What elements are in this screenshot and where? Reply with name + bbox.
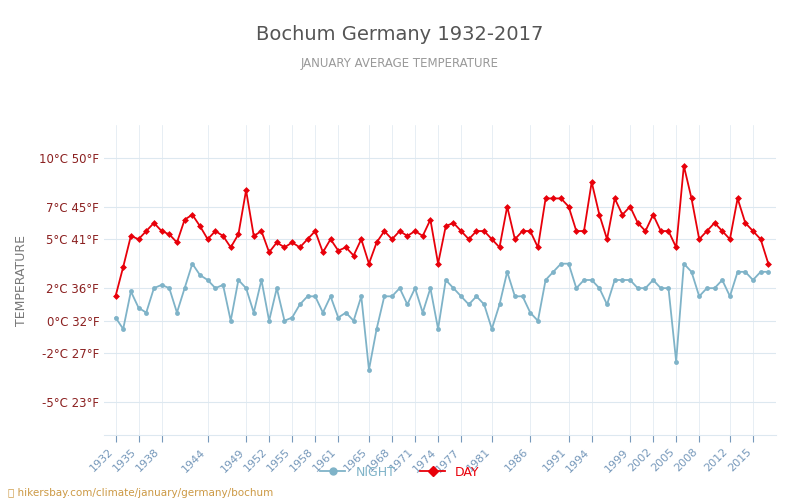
NIGHT bbox=[142, 310, 151, 316]
NIGHT bbox=[126, 288, 136, 294]
DAY bbox=[180, 216, 190, 222]
Text: 📍 hikersbay.com/climate/january/germany/bochum: 📍 hikersbay.com/climate/january/germany/… bbox=[8, 488, 274, 498]
NIGHT bbox=[110, 314, 120, 320]
NIGHT bbox=[364, 366, 374, 372]
NIGHT bbox=[626, 277, 635, 283]
Y-axis label: TEMPERATURE: TEMPERATURE bbox=[15, 234, 28, 326]
Legend: NIGHT, DAY: NIGHT, DAY bbox=[315, 461, 485, 484]
Line: NIGHT: NIGHT bbox=[113, 262, 770, 372]
NIGHT bbox=[187, 260, 197, 266]
Line: DAY: DAY bbox=[113, 164, 770, 298]
DAY bbox=[142, 228, 151, 234]
DAY bbox=[664, 228, 674, 234]
DAY bbox=[763, 260, 773, 266]
Text: JANUARY AVERAGE TEMPERATURE: JANUARY AVERAGE TEMPERATURE bbox=[301, 58, 499, 70]
NIGHT bbox=[679, 260, 689, 266]
NIGHT bbox=[441, 277, 450, 283]
DAY bbox=[126, 233, 136, 239]
DAY bbox=[110, 294, 120, 300]
NIGHT bbox=[180, 285, 190, 291]
DAY bbox=[610, 196, 619, 202]
DAY bbox=[426, 216, 435, 222]
Text: Bochum Germany 1932-2017: Bochum Germany 1932-2017 bbox=[256, 25, 544, 44]
DAY bbox=[679, 163, 689, 169]
NIGHT bbox=[763, 269, 773, 275]
